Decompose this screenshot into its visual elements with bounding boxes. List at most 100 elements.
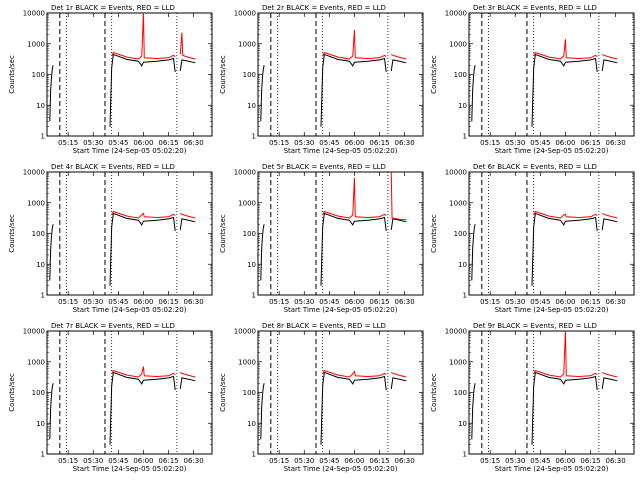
events-series-line xyxy=(260,65,265,122)
y-tick-label: 1 xyxy=(252,451,256,459)
x-tick-label: 05:15 xyxy=(480,139,500,147)
chart-title: Det 3r BLACK = Events, RED = LLD xyxy=(473,4,597,12)
lld-series-line xyxy=(322,369,387,378)
x-tick-label: 06:30 xyxy=(395,457,415,465)
y-tick-label: 10000 xyxy=(23,328,45,336)
x-tick-label: 05:45 xyxy=(108,298,128,306)
y-tick-label: 1 xyxy=(463,292,467,300)
events-series-line xyxy=(531,53,598,127)
y-tick-label: 100 xyxy=(243,389,256,397)
x-tick-label: 06:15 xyxy=(580,139,600,147)
x-tick-label: 06:00 xyxy=(133,298,153,306)
y-axis-label: Counts/sec xyxy=(8,55,16,94)
chart-panel-7: Det 7r BLACK = Events, RED = LLD 1 10 100 10… xyxy=(8,322,213,473)
events-series-line xyxy=(179,59,196,72)
y-axis-label: Counts/sec xyxy=(219,214,227,253)
events-series-line xyxy=(601,59,618,72)
plot-frame xyxy=(468,12,635,137)
lld-series-line xyxy=(390,53,407,60)
y-axis-label: Counts/sec xyxy=(8,214,16,253)
x-tick-label: 06:15 xyxy=(158,298,178,306)
lld-series-line xyxy=(179,212,196,219)
y-tick-label: 10000 xyxy=(445,328,467,336)
x-axis-label: Start Time (24-Sep-05 05:02:20) xyxy=(495,465,609,473)
chart-panel-9: Det 9r BLACK = Events, RED = LLD 1 10 100 10… xyxy=(430,322,635,473)
x-tick-label: 05:15 xyxy=(58,457,78,465)
chart-title: Det 8r BLACK = Events, RED = LLD xyxy=(262,322,386,330)
y-tick-label: 10000 xyxy=(445,10,467,18)
events-series-line xyxy=(471,65,476,122)
events-series-line xyxy=(390,218,407,231)
lld-series-line xyxy=(390,371,407,378)
y-tick-label: 1000 xyxy=(27,358,45,366)
y-tick-label: 1000 xyxy=(27,40,45,48)
y-tick-label: 1 xyxy=(41,451,45,459)
x-tick-label: 05:30 xyxy=(294,457,314,465)
y-tick-label: 100 xyxy=(32,389,45,397)
x-tick-label: 05:45 xyxy=(319,457,339,465)
x-tick-label: 05:30 xyxy=(83,139,103,147)
y-tick-label: 10 xyxy=(36,261,45,269)
chart-title: Det 2r BLACK = Events, RED = LLD xyxy=(262,4,386,12)
x-tick-label: 05:30 xyxy=(505,457,525,465)
x-axis-label: Start Time (24-Sep-05 05:02:20) xyxy=(284,147,398,155)
x-tick-label: 06:15 xyxy=(580,298,600,306)
x-tick-label: 05:45 xyxy=(530,457,550,465)
x-tick-label: 05:45 xyxy=(530,298,550,306)
events-series-line xyxy=(49,224,54,281)
y-axis-label: Counts/sec xyxy=(219,373,227,412)
y-tick-label: 10 xyxy=(247,102,256,110)
x-tick-label: 05:15 xyxy=(480,298,500,306)
x-tick-label: 05:45 xyxy=(530,139,550,147)
x-axis-label: Start Time (24-Sep-05 05:02:20) xyxy=(73,465,187,473)
x-tick-label: 05:30 xyxy=(505,298,525,306)
x-tick-label: 05:15 xyxy=(269,298,289,306)
lld-series-line xyxy=(179,371,196,378)
y-axis-label: Counts/sec xyxy=(219,55,227,94)
events-series-line xyxy=(320,212,387,286)
events-series-line xyxy=(49,383,54,440)
x-tick-label: 06:00 xyxy=(555,298,575,306)
y-tick-label: 10000 xyxy=(23,10,45,18)
lld-series-line xyxy=(111,210,176,219)
y-tick-label: 10 xyxy=(458,102,467,110)
y-tick-label: 1 xyxy=(252,133,256,141)
y-tick-label: 100 xyxy=(454,389,467,397)
events-series-line xyxy=(531,212,598,286)
x-axis-label: Start Time (24-Sep-05 05:02:20) xyxy=(284,465,398,473)
x-tick-label: 06:15 xyxy=(369,298,389,306)
y-tick-label: 10 xyxy=(247,420,256,428)
x-tick-label: 05:30 xyxy=(505,139,525,147)
y-tick-label: 10000 xyxy=(234,328,256,336)
x-tick-label: 06:00 xyxy=(344,457,364,465)
x-tick-label: 05:15 xyxy=(269,139,289,147)
x-tick-label: 06:30 xyxy=(395,139,415,147)
events-series-line xyxy=(49,65,54,122)
x-tick-label: 06:30 xyxy=(184,298,204,306)
y-tick-label: 1 xyxy=(463,451,467,459)
chart-title: Det 4r BLACK = Events, RED = LLD xyxy=(51,163,175,171)
chart-title: Det 7r BLACK = Events, RED = LLD xyxy=(51,322,175,330)
y-tick-label: 1000 xyxy=(449,358,467,366)
chart-panel-8: Det 8r BLACK = Events, RED = LLD 1 10 100 10… xyxy=(219,322,424,473)
chart-title: Det 5r BLACK = Events, RED = LLD xyxy=(262,163,386,171)
y-tick-label: 100 xyxy=(243,71,256,79)
events-series-line xyxy=(320,53,387,127)
y-tick-label: 100 xyxy=(32,230,45,238)
x-tick-label: 06:00 xyxy=(555,457,575,465)
x-tick-label: 06:15 xyxy=(369,139,389,147)
y-tick-label: 1000 xyxy=(238,358,256,366)
events-series-line xyxy=(471,383,476,440)
lld-series-line xyxy=(533,330,598,378)
x-axis-label: Start Time (24-Sep-05 05:02:20) xyxy=(284,306,398,314)
lld-series-line xyxy=(533,210,598,219)
x-tick-label: 06:00 xyxy=(344,139,364,147)
y-tick-label: 100 xyxy=(243,230,256,238)
lld-series-line xyxy=(179,32,196,60)
y-axis-label: Counts/sec xyxy=(8,373,16,412)
events-series-line xyxy=(260,383,265,440)
chart-title: Det 1r BLACK = Events, RED = LLD xyxy=(51,4,175,12)
chart-panel-5: Det 5r BLACK = Events, RED = LLD 1 10 100 10… xyxy=(219,163,424,314)
y-tick-label: 10000 xyxy=(445,169,467,177)
